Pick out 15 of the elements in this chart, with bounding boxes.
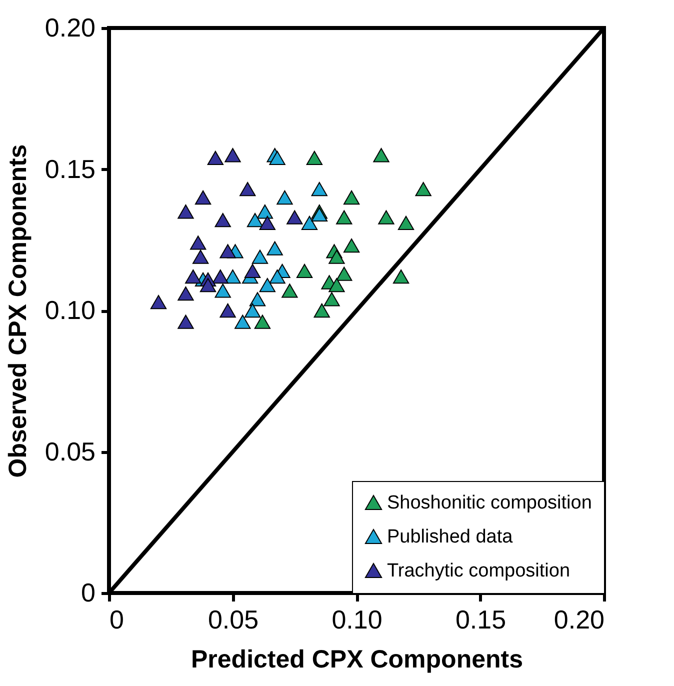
- legend-label: Published data: [387, 526, 514, 548]
- legend-label: Trachytic composition: [387, 560, 570, 582]
- x-tick-label: 0: [110, 604, 124, 634]
- y-tick-label: 0.05: [44, 436, 96, 466]
- x-tick-label: 0.15: [455, 604, 506, 634]
- y-tick-label: 0.10: [44, 295, 96, 325]
- y-tick-label: 0.15: [44, 154, 96, 184]
- x-tick-label: 0.10: [332, 604, 382, 634]
- x-tick-label: 0.05: [208, 604, 259, 634]
- legend-label: Shoshonitic composition: [387, 492, 592, 514]
- y-axis-title: Observed CPX Components: [4, 144, 32, 478]
- y-tick-label: 0.20: [44, 12, 96, 42]
- x-axis-title: Predicted CPX Components: [191, 646, 523, 674]
- y-tick-label: 0: [81, 578, 96, 608]
- x-tick-label: 0.20: [554, 604, 604, 634]
